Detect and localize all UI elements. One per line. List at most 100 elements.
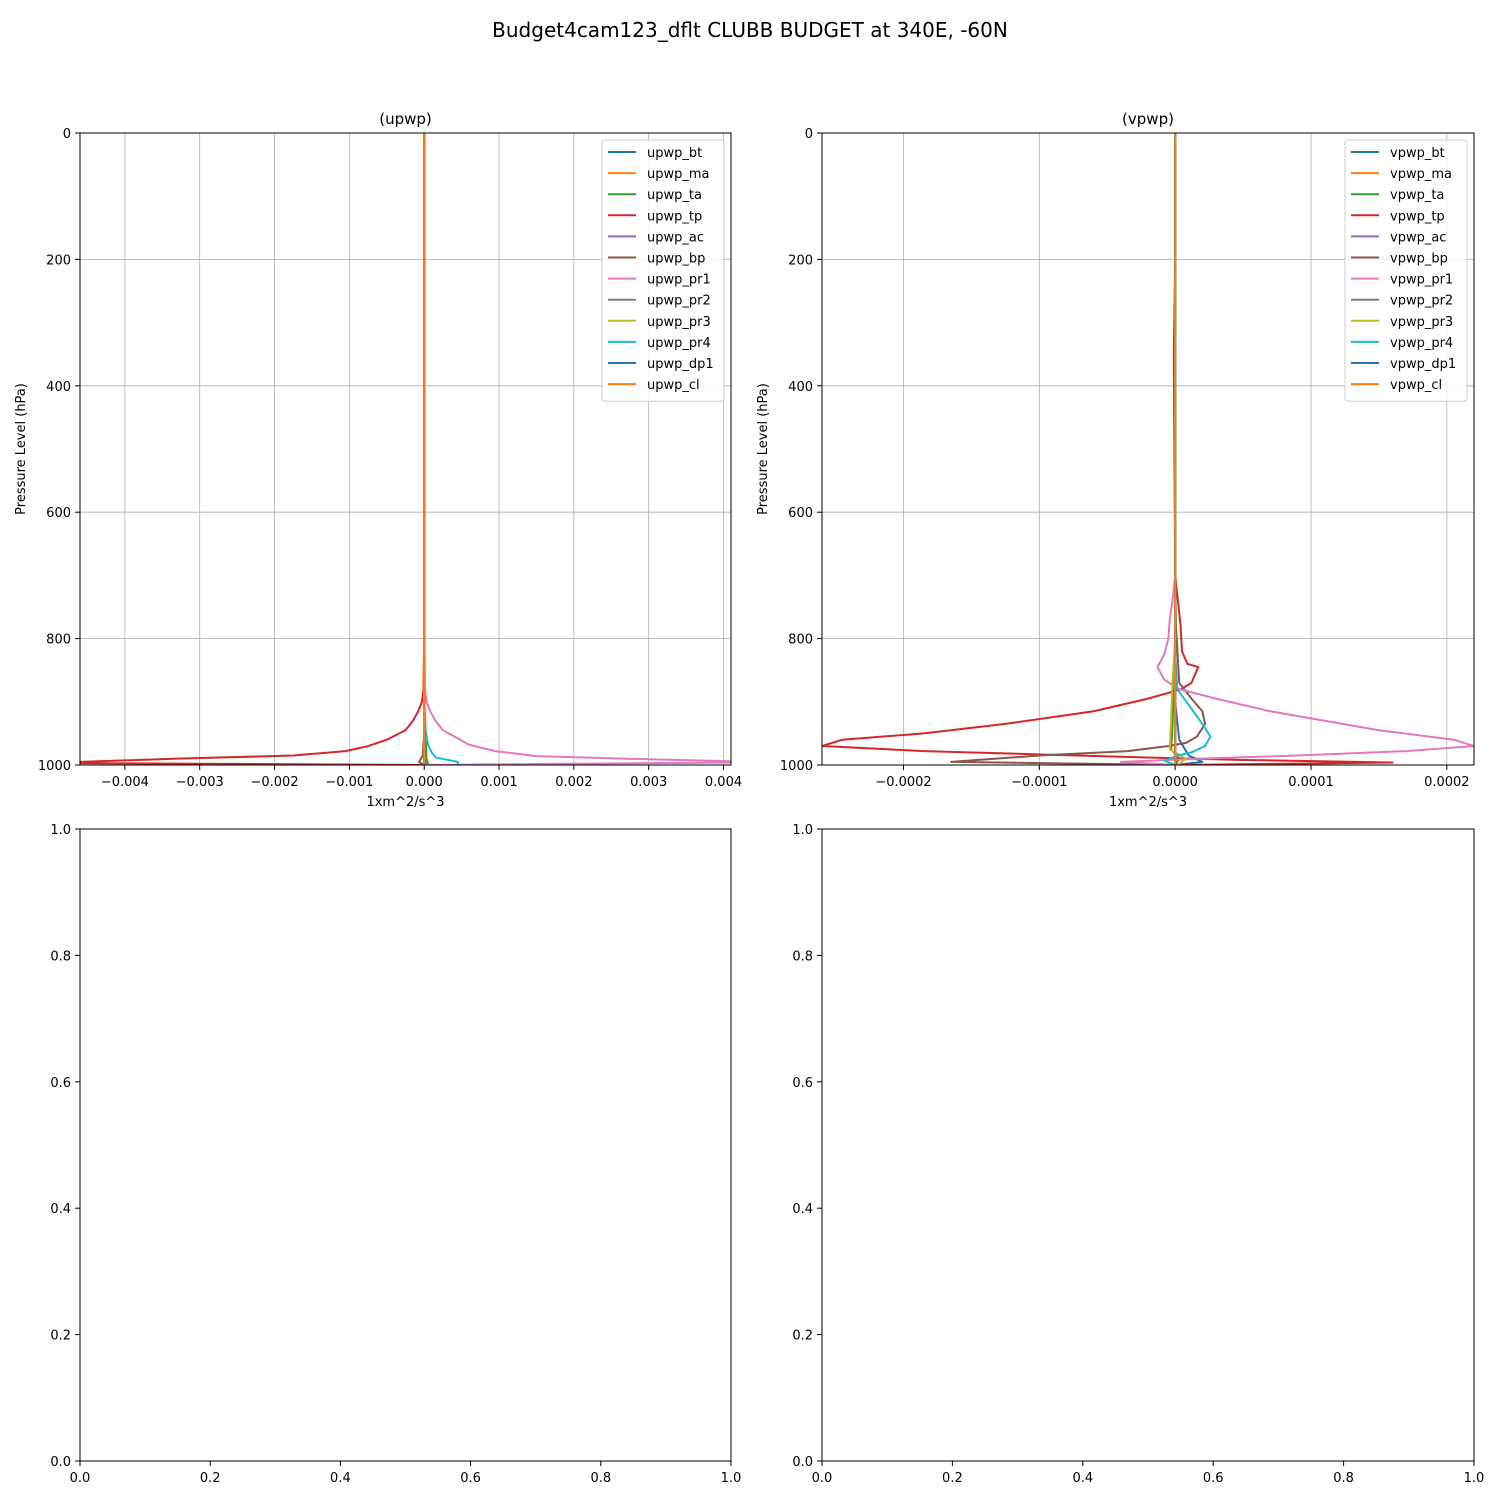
- x-tick-label: 0.8: [1333, 1471, 1354, 1486]
- x-tick-label: −0.003: [176, 775, 224, 790]
- legend-entry: vpwp_ma: [1390, 167, 1452, 182]
- axes-2: −0.0002 −0.0001 0.0000 0.0001 0.0002 0 200 400 6…: [756, 110, 1475, 810]
- legend: upwp_bt upwp_ma upwp_ta upwp_tp upwp_ac upwp_…: [601, 139, 725, 402]
- x-tick-label: 0.0: [70, 1471, 91, 1486]
- y-tick-label: 0.4: [792, 1202, 813, 1217]
- x-tick-label: 0.002: [555, 775, 592, 790]
- legend-entry: upwp_pr3: [647, 315, 711, 330]
- legend-entry: vpwp_ta: [1390, 188, 1444, 203]
- x-tick-label: 0.0002: [1424, 775, 1470, 790]
- y-tick-label: 0.0: [792, 1455, 813, 1470]
- x-tick-label: 0.0: [812, 1471, 833, 1486]
- axes-4: 0.0 0.2 0.4 0.6 0.8 1.0 0.0 0.2 0.4 0.6 0.8 1.0: [792, 823, 1484, 1486]
- legend-entry: vpwp_ac: [1390, 230, 1446, 245]
- x-tick-label: −0.0001: [1011, 775, 1067, 790]
- x-tick-label: 0.003: [630, 775, 667, 790]
- series-line-upwp_pr1: [423, 133, 731, 765]
- series-line-vpwp_bp: [950, 133, 1207, 765]
- x-tick-label: −0.002: [250, 775, 298, 790]
- axes-title: (upwp): [379, 110, 432, 128]
- x-tick-label: 0.8: [590, 1471, 611, 1486]
- legend-entry: vpwp_cl: [1390, 378, 1442, 393]
- legend: vpwp_bt vpwp_ma vpwp_ta vpwp_tp vpwp_ac vpwp_…: [1344, 139, 1468, 402]
- axes-3: 0.0 0.2 0.4 0.6 0.8 1.0 0.0 0.2 0.4 0.6 0.8 1.0: [50, 823, 741, 1486]
- axes-frame: [821, 828, 1475, 1462]
- legend-entry: vpwp_pr3: [1390, 315, 1453, 330]
- legend-entry: vpwp_pr4: [1390, 336, 1453, 351]
- x-tick-label: 0.2: [942, 1471, 963, 1486]
- y-tick-label: 0: [805, 127, 813, 142]
- legend-entry: upwp_cl: [647, 378, 700, 393]
- axes-1: −0.004 −0.003 −0.002 −0.001 0.000 0.001 0.002 0…: [14, 110, 742, 810]
- y-tick-label: 1.0: [50, 823, 71, 838]
- x-tick-label: 0.000: [406, 775, 443, 790]
- series-line-upwp_tp: [80, 133, 428, 765]
- legend-entry: vpwp_bp: [1390, 252, 1448, 267]
- x-tick-label: 1.0: [1464, 1471, 1485, 1486]
- legend-entry: vpwp_bt: [1390, 146, 1445, 161]
- x-tick-label: 0.004: [705, 775, 742, 790]
- y-tick-label: 0: [63, 127, 71, 142]
- y-axis-label: Pressure Level (hPa): [14, 383, 29, 515]
- x-tick-label: −0.001: [325, 775, 373, 790]
- x-tick-label: 0.6: [1203, 1471, 1224, 1486]
- y-tick-label: 800: [46, 633, 71, 648]
- x-tick-label: 0.4: [1072, 1471, 1093, 1486]
- legend-entry: upwp_pr2: [647, 294, 711, 309]
- x-tick-label: 0.0001: [1288, 775, 1334, 790]
- series-line-vpwp_pr4: [1163, 133, 1212, 765]
- plot-area: [822, 133, 1474, 765]
- x-tick-label: −0.0002: [875, 775, 931, 790]
- legend-entry: upwp_dp1: [647, 357, 714, 372]
- legend-entry: upwp_bp: [647, 252, 705, 267]
- y-tick-label: 1.0: [792, 823, 813, 838]
- x-tick-label: 0.2: [200, 1471, 221, 1486]
- legend-entry: upwp_ac: [647, 230, 704, 245]
- legend-entry: vpwp_tp: [1390, 209, 1445, 224]
- figure-title: Budget4cam123_dflt CLUBB BUDGET at 340E,…: [492, 18, 1008, 42]
- x-tick-label: 0.4: [330, 1471, 351, 1486]
- y-tick-label: 0.2: [792, 1329, 813, 1344]
- y-tick-label: 0.6: [50, 1076, 71, 1091]
- y-tick-label: 400: [46, 380, 71, 395]
- y-tick-label: 400: [788, 380, 813, 395]
- legend-entry: upwp_ma: [647, 167, 710, 182]
- legend-entry: upwp_pr4: [647, 336, 711, 351]
- y-tick-label: 200: [788, 253, 813, 268]
- y-axis-label: Pressure Level (hPa): [756, 383, 771, 515]
- x-tick-label: 1.0: [721, 1471, 742, 1486]
- legend-entry: vpwp_pr1: [1390, 273, 1453, 288]
- x-axis-label: 1xm^2/s^3: [1109, 795, 1187, 810]
- legend-entry: upwp_ta: [647, 188, 702, 203]
- x-axis-label: 1xm^2/s^3: [366, 795, 444, 810]
- x-tick-label: 0.0000: [1152, 775, 1198, 790]
- axes-frame: [821, 132, 1475, 766]
- legend-box: [601, 139, 725, 402]
- x-tick-label: −0.004: [101, 775, 149, 790]
- y-tick-label: 0.4: [50, 1202, 71, 1217]
- legend-entry: upwp_pr1: [647, 273, 711, 288]
- legend-box: [1344, 139, 1468, 402]
- y-tick-label: 1000: [38, 759, 71, 774]
- y-tick-label: 0.8: [50, 949, 71, 964]
- axes-frame: [79, 828, 732, 1462]
- y-tick-label: 200: [46, 253, 71, 268]
- y-tick-label: 600: [46, 506, 71, 521]
- plot-area: [80, 133, 731, 765]
- y-tick-label: 600: [788, 506, 813, 521]
- axes-title: (vpwp): [1122, 110, 1174, 128]
- y-tick-label: 0.2: [50, 1329, 71, 1344]
- series-line-vpwp_pr1: [1119, 133, 1474, 765]
- y-tick-label: 1000: [780, 759, 813, 774]
- legend-entry: vpwp_pr2: [1390, 294, 1453, 309]
- y-tick-label: 800: [788, 633, 813, 648]
- legend-entry: vpwp_dp1: [1390, 357, 1456, 372]
- y-tick-label: 0.0: [50, 1455, 71, 1470]
- x-tick-label: 0.001: [480, 775, 517, 790]
- y-tick-label: 0.8: [792, 949, 813, 964]
- legend-entry: upwp_tp: [647, 209, 702, 224]
- legend-entry: upwp_bt: [647, 146, 702, 161]
- x-tick-label: 0.6: [460, 1471, 481, 1486]
- axes-frame: [79, 132, 732, 766]
